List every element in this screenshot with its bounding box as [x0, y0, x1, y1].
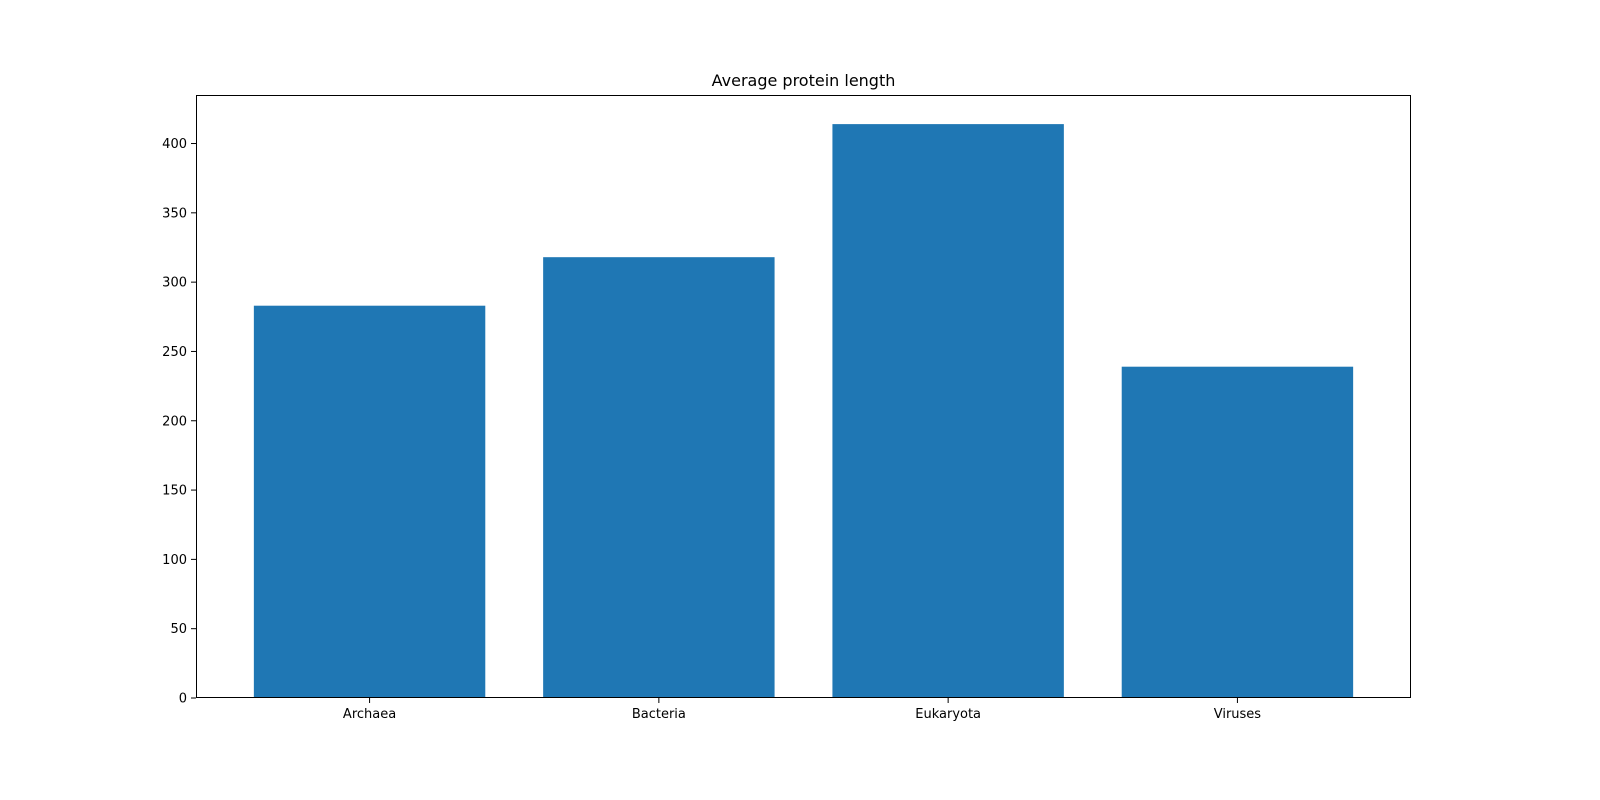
y-tick-label: 200: [162, 414, 187, 429]
y-tick-label: 50: [170, 622, 187, 637]
bar-eukaryota: [832, 124, 1064, 698]
y-tick-label: 400: [162, 137, 187, 152]
x-tick-label: Archaea: [343, 707, 396, 722]
y-tick-label: 100: [162, 553, 187, 568]
bar-bacteria: [543, 257, 775, 698]
y-tick-label: 150: [162, 484, 187, 499]
bar-archaea: [253, 305, 486, 698]
bar-viruses: [1121, 366, 1354, 698]
bars-group: [253, 124, 1354, 698]
y-tick-label: 250: [162, 345, 187, 360]
x-axis: Archaea Bacteria Eukaryota Viruses: [343, 698, 1261, 722]
y-tick-label: 350: [162, 206, 187, 221]
x-tick-label: Viruses: [1214, 707, 1262, 722]
x-tick-label: Eukaryota: [915, 707, 981, 722]
y-tick-label: 300: [162, 276, 187, 291]
y-tick-label: 0: [179, 692, 187, 707]
y-axis: 0 50 100 150 200 250 300 350 400: [162, 137, 196, 707]
x-tick-label: Bacteria: [632, 707, 686, 722]
plot-frame: [196, 95, 1411, 698]
chart-title: Average protein length: [712, 71, 896, 90]
